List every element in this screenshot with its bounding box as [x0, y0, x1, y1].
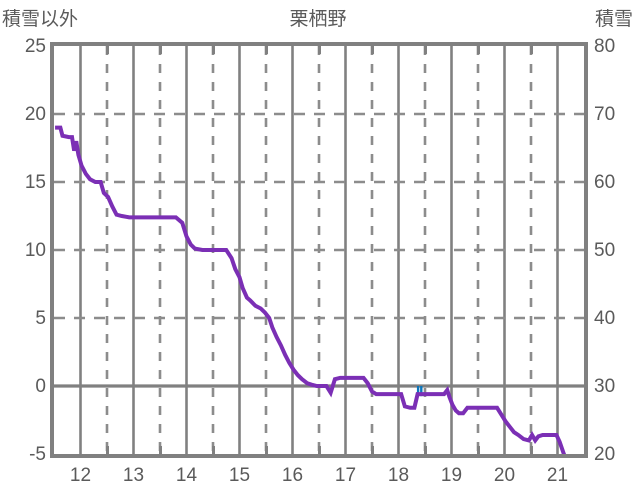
x-tick-minor-bottom	[159, 446, 162, 454]
y-axis-left-tick-label: 25	[24, 36, 46, 57]
x-tick-minor-bottom	[530, 446, 533, 454]
x-axis-tick-label: 18	[387, 465, 410, 486]
x-axis-tick-label: 13	[122, 465, 145, 486]
series-line	[55, 125, 567, 454]
x-axis-tick-label: 12	[69, 465, 92, 486]
y-axis-right-tick-label: 70	[594, 104, 616, 125]
page-title: 栗栖野	[289, 9, 347, 30]
y-axis-left-tick-label: 5	[35, 308, 46, 329]
x-tick-minor-bottom	[477, 446, 480, 454]
plot-inner	[54, 46, 584, 454]
x-tick-minor-bottom	[424, 446, 427, 454]
y-axis-left-tick-label: -5	[29, 444, 46, 465]
y-axis-left-tick-label: 15	[24, 172, 46, 193]
y-axis-right-tick-label: 30	[594, 376, 616, 397]
left-axis-caption: 積雪以外	[2, 9, 79, 30]
y-axis-right-tick-label: 60	[594, 172, 616, 193]
x-axis-tick-label: 19	[440, 465, 463, 486]
x-tick-minor-top	[318, 46, 321, 54]
y-axis-left-tick-label: 10	[24, 240, 46, 261]
x-axis-tick-label: 21	[546, 465, 569, 486]
chart-svg	[54, 46, 584, 454]
x-tick-minor-bottom	[106, 446, 109, 454]
y-axis-right-tick-label: 40	[594, 308, 616, 329]
x-tick-minor-top	[159, 46, 162, 54]
x-axis-tick-label: 20	[493, 465, 516, 486]
x-tick-minor-bottom	[212, 446, 215, 454]
plot-area	[50, 42, 588, 458]
x-axis-tick-label: 15	[228, 465, 251, 486]
right-axis-caption: 積雪	[594, 9, 633, 30]
x-axis-tick-label: 17	[334, 465, 357, 486]
x-tick-minor-top	[371, 46, 374, 54]
x-tick-minor-top	[424, 46, 427, 54]
precipitation-bar	[416, 386, 420, 397]
y-axis-left-tick-label: 0	[35, 376, 46, 397]
x-tick-minor-bottom	[318, 446, 321, 454]
x-tick-minor-bottom	[371, 446, 374, 454]
y-axis-right-tick-label: 50	[594, 240, 616, 261]
x-tick-minor-top	[212, 46, 215, 54]
x-tick-minor-top	[265, 46, 268, 54]
x-tick-minor-top	[106, 46, 109, 54]
x-axis-tick-label: 16	[281, 465, 304, 486]
x-tick-minor-top	[530, 46, 533, 54]
x-tick-minor-bottom	[265, 446, 268, 454]
x-tick-minor-top	[477, 46, 480, 54]
y-axis-right-tick-label: 20	[594, 444, 616, 465]
y-axis-right-tick-label: 80	[594, 36, 616, 57]
x-axis-tick-label: 14	[175, 465, 198, 486]
y-axis-left-tick-label: 20	[24, 104, 46, 125]
precipitation-bar	[420, 386, 423, 397]
